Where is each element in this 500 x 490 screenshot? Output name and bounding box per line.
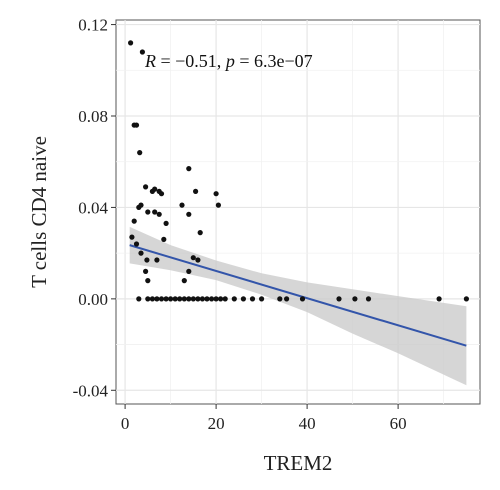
data-point (172, 296, 178, 302)
data-point (145, 278, 151, 284)
x-tick-label: 20 (208, 414, 225, 433)
data-point (249, 296, 256, 302)
data-point (152, 186, 158, 192)
data-point (259, 296, 265, 302)
data-point (145, 296, 151, 302)
confidence-band-area (129, 226, 467, 386)
data-point (133, 122, 140, 128)
annotation-p-value: = 6.3e−07 (235, 51, 313, 71)
data-point (163, 220, 169, 226)
data-point (209, 296, 215, 302)
data-point (136, 296, 142, 302)
data-point (204, 296, 210, 302)
correlation-annotation: R = −0.51, p = 6.3e−07 (144, 51, 313, 71)
data-point (158, 296, 165, 302)
data-point (436, 296, 442, 302)
data-point (195, 296, 201, 302)
data-point (181, 296, 187, 302)
data-point (168, 296, 174, 302)
annotation-p-symbol: p (224, 51, 235, 71)
x-tick-label: 0 (121, 414, 130, 433)
annotation-r-value: = −0.51, (156, 51, 226, 71)
data-point (186, 296, 192, 302)
data-point (222, 296, 228, 302)
x-tick-label: 40 (299, 414, 316, 433)
data-point (277, 296, 283, 302)
data-point (139, 49, 145, 55)
x-axis-title: TREM2 (264, 451, 333, 475)
data-point (179, 202, 185, 208)
data-point (163, 296, 169, 302)
data-point (193, 188, 199, 194)
data-point (186, 211, 192, 217)
data-point (218, 296, 224, 302)
data-point (138, 250, 144, 256)
y-tick-label: 0.08 (78, 107, 108, 126)
data-points (128, 40, 469, 302)
y-tick-label: 0.12 (78, 16, 108, 35)
data-point (131, 218, 137, 224)
annotation-r-symbol: R (144, 51, 156, 71)
data-point (152, 209, 158, 215)
data-point (197, 230, 203, 236)
data-point (161, 236, 167, 242)
y-tick-label: 0.00 (78, 290, 108, 309)
data-point (143, 184, 149, 190)
data-point (190, 255, 196, 261)
data-point (186, 268, 192, 274)
data-point (186, 166, 192, 172)
data-point (156, 211, 162, 217)
data-point (158, 191, 165, 197)
data-point (137, 150, 143, 156)
x-axis-ticks: 0 20 40 60 (121, 404, 407, 433)
data-point (240, 296, 246, 302)
data-point (213, 191, 219, 197)
data-point (215, 202, 221, 208)
data-point (365, 296, 372, 302)
data-point (143, 268, 149, 274)
data-point (149, 296, 155, 302)
data-point (129, 234, 135, 240)
data-point (463, 296, 469, 302)
data-point (181, 278, 187, 284)
data-point (154, 257, 160, 263)
data-point (144, 257, 150, 263)
data-point (133, 241, 140, 247)
confidence-band (129, 226, 467, 386)
data-point (145, 209, 151, 215)
data-point (177, 296, 183, 302)
data-point (336, 296, 342, 302)
data-point (128, 40, 134, 46)
regression-line (129, 244, 467, 347)
x-tick-label: 60 (390, 414, 407, 433)
y-tick-label: -0.04 (73, 381, 109, 400)
data-point (190, 296, 196, 302)
data-point (284, 296, 290, 302)
data-point (195, 257, 201, 263)
data-point (199, 296, 205, 302)
data-point (352, 296, 358, 302)
data-point (231, 296, 237, 302)
y-axis-title: T cells CD4 naive (27, 136, 51, 288)
y-tick-label: 0.04 (78, 198, 108, 217)
data-point (138, 202, 144, 208)
data-point (213, 296, 219, 302)
data-point (299, 296, 306, 302)
data-point (154, 296, 160, 302)
y-axis-ticks: -0.04 0.00 0.04 0.08 0.12 (73, 16, 116, 400)
regression-line-group (129, 244, 467, 347)
